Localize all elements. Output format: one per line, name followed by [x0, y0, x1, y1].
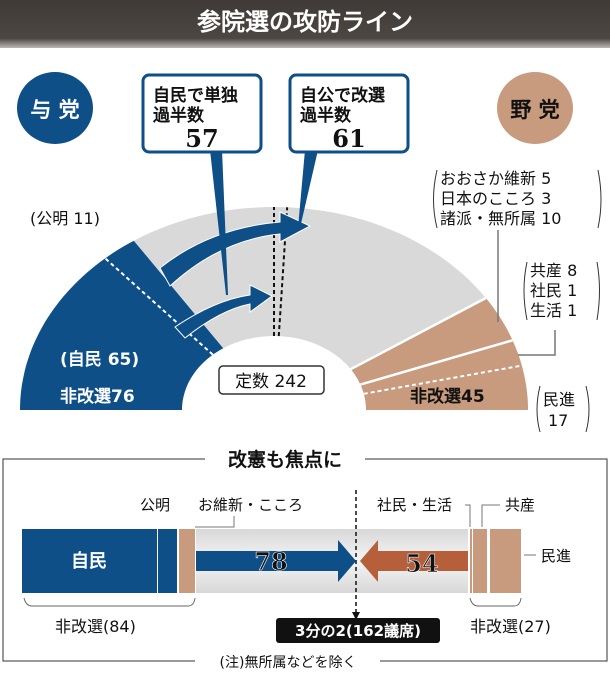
callout-61-line1: 自公で改選	[300, 85, 385, 106]
bracket-3	[536, 385, 590, 433]
label-bar-minshin: 民進	[541, 547, 571, 565]
divider-共産・社民・生活	[363, 364, 523, 395]
bracket-2	[523, 261, 600, 321]
title-bar	[0, 0, 610, 48]
arrow-kokomei	[159, 211, 312, 287]
breakdown-shoha: 諸派・無所属 10	[440, 209, 561, 228]
callout-pointer-57	[210, 150, 228, 295]
callout-61-value: 61	[332, 124, 365, 153]
callout-57-value: 57	[185, 124, 218, 153]
label-opposition-noncontested-bar: 非改選(27)	[470, 617, 551, 636]
label-bar-shamin: 社民・生活	[377, 496, 452, 514]
bar-kyosan	[473, 529, 487, 593]
arrow-54	[360, 540, 468, 582]
label-minshin-value: 17	[548, 411, 568, 430]
label-komei: (公明 11)	[30, 209, 100, 228]
threshold-label: 3分の2(162議席)	[295, 622, 421, 640]
callout-57-line1: 自民で単独	[153, 85, 238, 106]
label-ruling-noncontested: 非改選76	[60, 386, 135, 407]
label-minshin: 民進	[543, 390, 575, 409]
leader-ishin	[195, 516, 235, 528]
leader-kyosan	[481, 504, 500, 527]
bracket-opposition	[469, 597, 522, 607]
divider-contested-end	[350, 296, 487, 371]
label-jimin: (自民 65)	[60, 349, 139, 370]
callout-box-57	[141, 73, 263, 154]
wedge-opposition-noncontested	[350, 298, 528, 410]
breakdown-seikatsu: 生活 1	[530, 301, 577, 320]
divider-自民	[104, 257, 214, 356]
bracket-ruling	[23, 597, 196, 607]
ruling-badge	[17, 72, 93, 144]
leader-shamin	[465, 504, 471, 527]
total-label: 定数 242	[235, 372, 307, 392]
breakdown-shamin: 社民 1	[530, 281, 577, 300]
callout-61-line2: 過半数	[300, 105, 352, 126]
bar-minshin	[490, 529, 521, 593]
arrow-78	[196, 540, 356, 582]
ruling-badge-label: 与 党	[30, 98, 79, 122]
bar-shamin	[470, 529, 472, 593]
bar-ishin	[179, 529, 195, 593]
threshold-badge	[276, 618, 440, 643]
title: 参院選の攻防ライン	[197, 8, 413, 36]
breakdown-kyosan: 共産 8	[530, 261, 577, 280]
label-bar-komei: 公明	[140, 496, 170, 514]
opposition-badge-label: 野 党	[510, 98, 559, 122]
label-opposition-noncontested: 非改選45	[410, 386, 485, 407]
callout-57-line2: 過半数	[153, 105, 205, 126]
label-ruling-noncontested-bar: 非改選(84)	[55, 617, 136, 636]
callout-box-61	[288, 73, 410, 154]
bar-jimin	[22, 529, 157, 593]
label-bar-jimin: 自民	[71, 550, 107, 572]
value-54: 54	[405, 549, 438, 578]
panel-title: 改憲も焦点に	[228, 448, 342, 471]
callout-pointer-61	[298, 150, 318, 228]
label-bar-ishin: お維新・こころ	[198, 496, 303, 514]
leader-2	[518, 330, 556, 356]
note: (注)無所属などを除く	[220, 655, 357, 671]
divider-おおさか維新・日本のこころ・諸派・無所属	[360, 339, 513, 386]
label-bar-kyosan: 共産	[505, 496, 535, 514]
wedge-ruling-noncontested	[20, 240, 224, 410]
value-78: 78	[254, 547, 287, 576]
breakdown-ishin: おおさか維新 5	[440, 169, 551, 188]
total-box	[218, 365, 325, 395]
opposition-badge	[497, 72, 573, 144]
bar-komei	[158, 529, 177, 593]
bracket-1	[433, 169, 602, 229]
arrow-jimin	[174, 284, 273, 339]
breakdown-kokoro: 日本のこころ 3	[440, 189, 551, 208]
